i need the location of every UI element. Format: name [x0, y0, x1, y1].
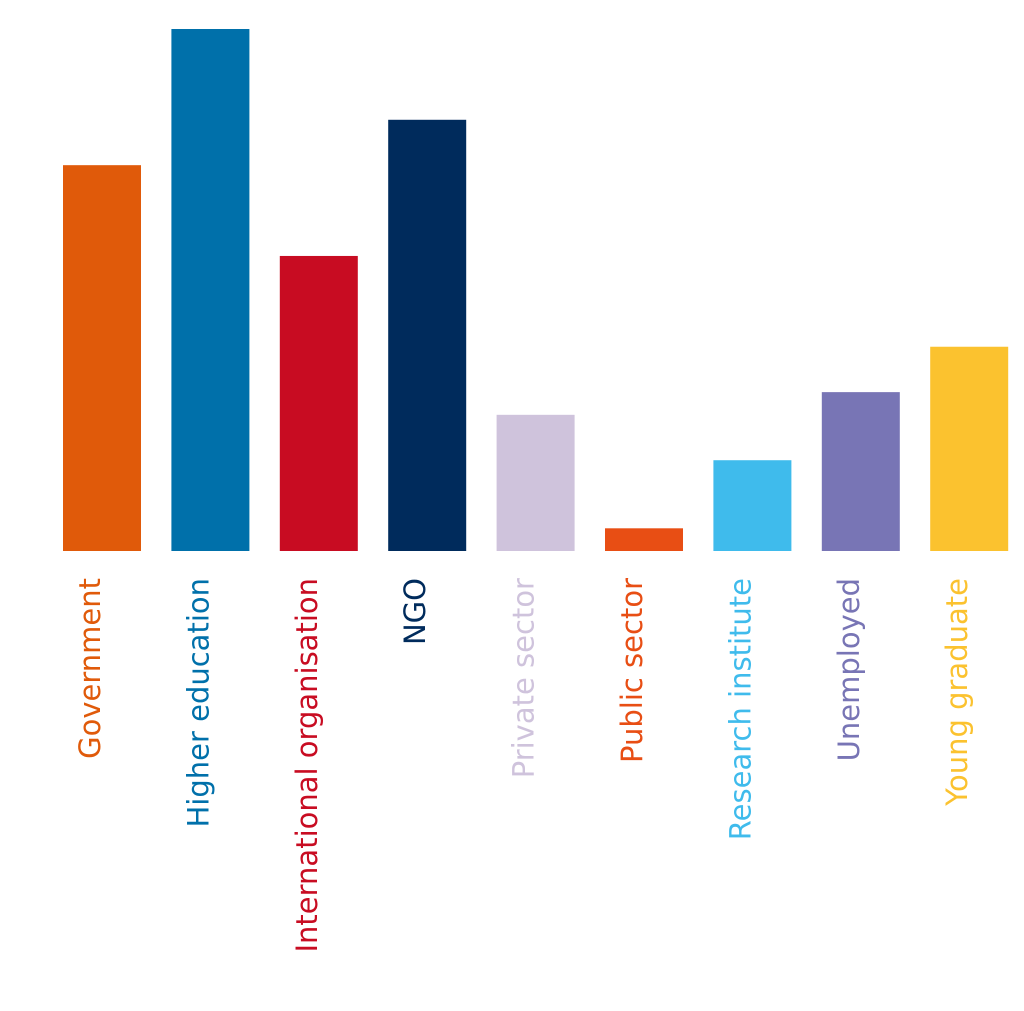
- x-tick-label: Research institute: [723, 578, 757, 840]
- x-tick-label: Higher education: [181, 578, 215, 828]
- bar: [63, 165, 141, 551]
- bar: [388, 119, 467, 552]
- x-tick-label: Government: [73, 578, 107, 759]
- bar: [171, 29, 250, 551]
- bar: [279, 255, 358, 551]
- x-tick-label: Young graduate: [940, 578, 974, 807]
- x-tick-label: International organisation: [290, 578, 324, 953]
- x-tick-label: Unemployed: [832, 578, 866, 761]
- bar: [821, 392, 900, 551]
- bar: [713, 460, 792, 551]
- x-tick-label: NGO: [398, 578, 432, 645]
- bar: [496, 414, 575, 551]
- bar: [605, 528, 683, 551]
- x-tick-label: Public sector: [615, 578, 649, 763]
- x-tick-label: Private sector: [507, 578, 541, 778]
- bar: [930, 346, 1009, 551]
